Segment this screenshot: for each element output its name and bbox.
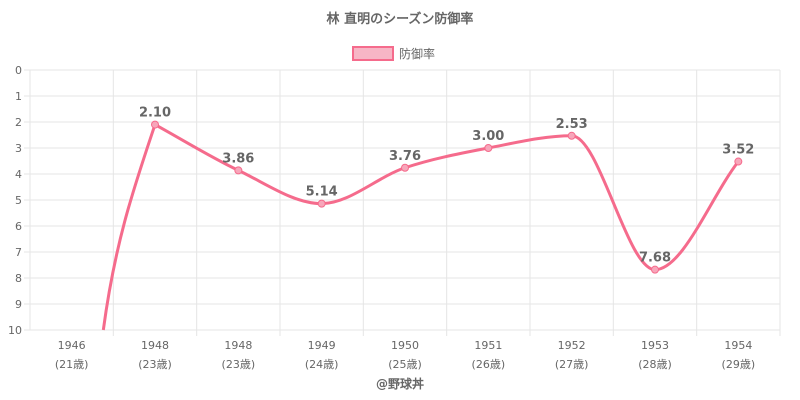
y-tick-label: 6: [15, 220, 22, 233]
x-tick-sublabel: (25歳): [388, 358, 422, 371]
data-point[interactable]: [567, 131, 576, 140]
data-label: 2.10: [139, 106, 171, 121]
y-tick-label: 7: [15, 246, 22, 259]
data-label: 3.52: [722, 143, 754, 158]
grid: [24, 69, 781, 336]
y-tick-label: 10: [8, 324, 22, 337]
data-label: 3.86: [222, 151, 254, 166]
data-point[interactable]: [734, 157, 743, 166]
x-tick-sublabel: (29歳): [722, 358, 756, 371]
series-era: 2.10 3.86 5.14 3.76 3.00 2.53 7.68 3.52: [101, 106, 754, 331]
data-point[interactable]: [651, 265, 659, 274]
x-tick-label: 1952: [558, 339, 586, 352]
x-tick-sublabel: (26歳): [472, 358, 506, 371]
x-tick-label: 1953: [641, 339, 669, 352]
data-point[interactable]: [484, 144, 493, 152]
y-tick-label: 3: [15, 142, 22, 155]
data-point[interactable]: [234, 166, 243, 175]
x-tick-label: 1951: [474, 339, 502, 352]
data-label: 3.00: [472, 129, 504, 144]
data-point[interactable]: [317, 199, 326, 208]
y-axis: 0 1 2 3 4 5 6 7 8 9 10: [8, 64, 22, 337]
data-label: 2.53: [556, 117, 588, 132]
x-tick-label: 1946: [58, 339, 86, 352]
y-tick-label: 0: [15, 64, 22, 77]
x-tick-sublabel: (23歳): [138, 358, 172, 371]
y-tick-label: 4: [15, 168, 22, 181]
legend-label: 防御率: [399, 46, 435, 61]
data-label: 7.68: [639, 251, 671, 266]
legend[interactable]: 防御率: [352, 46, 435, 61]
x-axis: 1946 (21歳) 1948 (23歳) 1948 (23歳) 1949 (24歳) 1950…: [55, 339, 755, 371]
x-tick-sublabel: (23歳): [222, 358, 256, 371]
data-label: 3.76: [389, 149, 421, 164]
x-tick-sublabel: (28歳): [638, 358, 672, 371]
x-tick-label: 1948: [224, 339, 252, 352]
legend-swatch: [352, 46, 394, 61]
x-tick-label: 1949: [308, 339, 336, 352]
x-tick-label: 1954: [724, 339, 752, 352]
x-tick-label: 1948: [141, 339, 169, 352]
y-tick-label: 2: [15, 116, 22, 129]
series-line-lead: [101, 124, 157, 331]
y-tick-label: 5: [15, 194, 22, 207]
x-tick-label: 1950: [391, 339, 419, 352]
y-tick-label: 1: [15, 90, 22, 103]
data-point[interactable]: [401, 163, 409, 172]
chart-title: 林 直明のシーズン防御率: [327, 11, 474, 27]
x-tick-sublabel: (24歳): [305, 358, 339, 371]
credit-text: @野球丼: [376, 376, 424, 391]
data-point[interactable]: [151, 120, 159, 129]
y-tick-label: 9: [15, 298, 22, 311]
x-tick-sublabel: (21歳): [55, 358, 89, 371]
y-tick-label: 8: [15, 272, 22, 285]
data-label: 5.14: [306, 185, 338, 200]
x-tick-sublabel: (27歳): [555, 358, 589, 371]
